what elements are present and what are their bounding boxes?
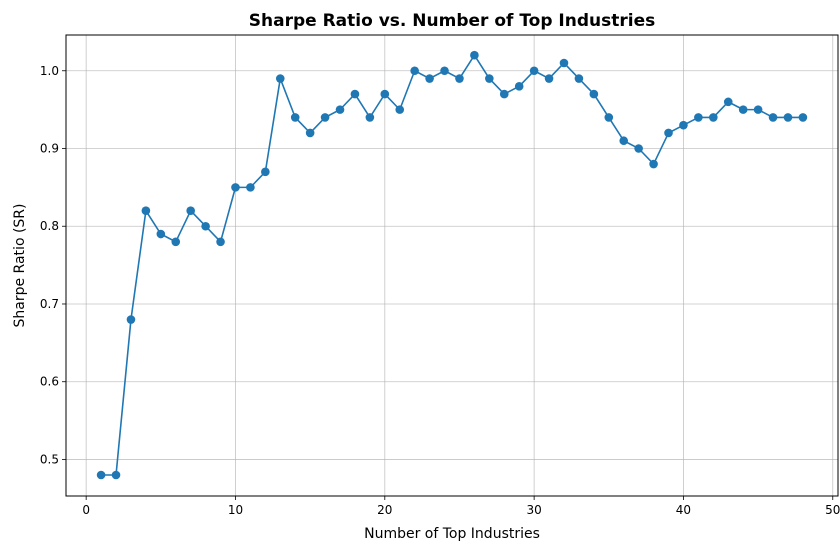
- data-point: [350, 89, 360, 99]
- data-point: [275, 74, 285, 83]
- x-tick-label: 40: [676, 503, 691, 517]
- y-tick-label: 0.5: [40, 452, 59, 466]
- data-point: [216, 237, 225, 247]
- y-tick-label: 0.6: [40, 375, 59, 389]
- x-tick-label: 10: [228, 503, 243, 517]
- data-point: [111, 470, 121, 480]
- data-point: [544, 74, 554, 83]
- y-tick-label: 0.7: [40, 297, 59, 311]
- x-tick-label: 30: [526, 503, 541, 517]
- data-point: [261, 167, 270, 177]
- x-axis-label: Number of Top Industries: [364, 526, 540, 542]
- data-point: [589, 89, 599, 99]
- data-point: [246, 183, 255, 192]
- data-point: [96, 470, 106, 480]
- data-point: [186, 206, 195, 215]
- data-point: [723, 97, 733, 107]
- data-point: [619, 136, 629, 146]
- x-tick-label: 0: [82, 503, 90, 517]
- data-point: [141, 206, 151, 215]
- y-tick-label: 0.8: [40, 219, 59, 233]
- y-tick-label: 1.0: [40, 64, 59, 78]
- data-point: [410, 66, 419, 76]
- data-point: [679, 120, 688, 130]
- series-sharpe-ratio: [96, 50, 808, 480]
- y-tick-label: 0.9: [40, 142, 59, 156]
- data-point: [768, 113, 778, 122]
- y-axis-label: Sharpe Ratio (SR): [12, 204, 28, 328]
- data-point: [395, 105, 405, 114]
- data-point: [529, 66, 539, 76]
- x-tick-label: 50: [825, 503, 840, 517]
- data-point: [290, 113, 300, 122]
- data-point: [753, 105, 763, 114]
- data-point: [709, 113, 718, 122]
- data-point: [320, 113, 330, 122]
- x-tick-label: 20: [377, 503, 392, 517]
- grid: [66, 35, 838, 496]
- data-point: [305, 128, 315, 138]
- data-point: [574, 74, 584, 83]
- data-point: [664, 128, 673, 138]
- data-point: [798, 113, 808, 122]
- data-point: [694, 113, 703, 122]
- data-point: [171, 237, 181, 247]
- chart-title: Sharpe Ratio vs. Number of Top Industrie…: [249, 11, 655, 31]
- data-point: [126, 315, 136, 324]
- data-point: [604, 113, 614, 122]
- data-point: [440, 66, 449, 76]
- data-point: [156, 229, 166, 239]
- axis-ticks: 0 10 20 30 40 50 0.5 0.6 0.7 0.8 0.9 1.0: [40, 64, 840, 517]
- data-point: [455, 74, 464, 83]
- plot-area: [65, 34, 839, 497]
- data-point: [738, 105, 748, 114]
- data-point: [514, 82, 524, 91]
- data-point: [380, 89, 390, 99]
- data-point: [634, 144, 643, 153]
- data-point: [499, 89, 509, 99]
- data-point: [485, 74, 494, 83]
- data-point: [470, 50, 479, 60]
- data-point: [649, 159, 658, 169]
- data-point: [231, 183, 240, 192]
- data-point: [201, 221, 210, 231]
- data-point: [335, 105, 345, 114]
- data-point: [365, 113, 375, 122]
- data-point: [783, 113, 793, 122]
- data-point: [425, 74, 434, 83]
- data-point: [559, 58, 569, 68]
